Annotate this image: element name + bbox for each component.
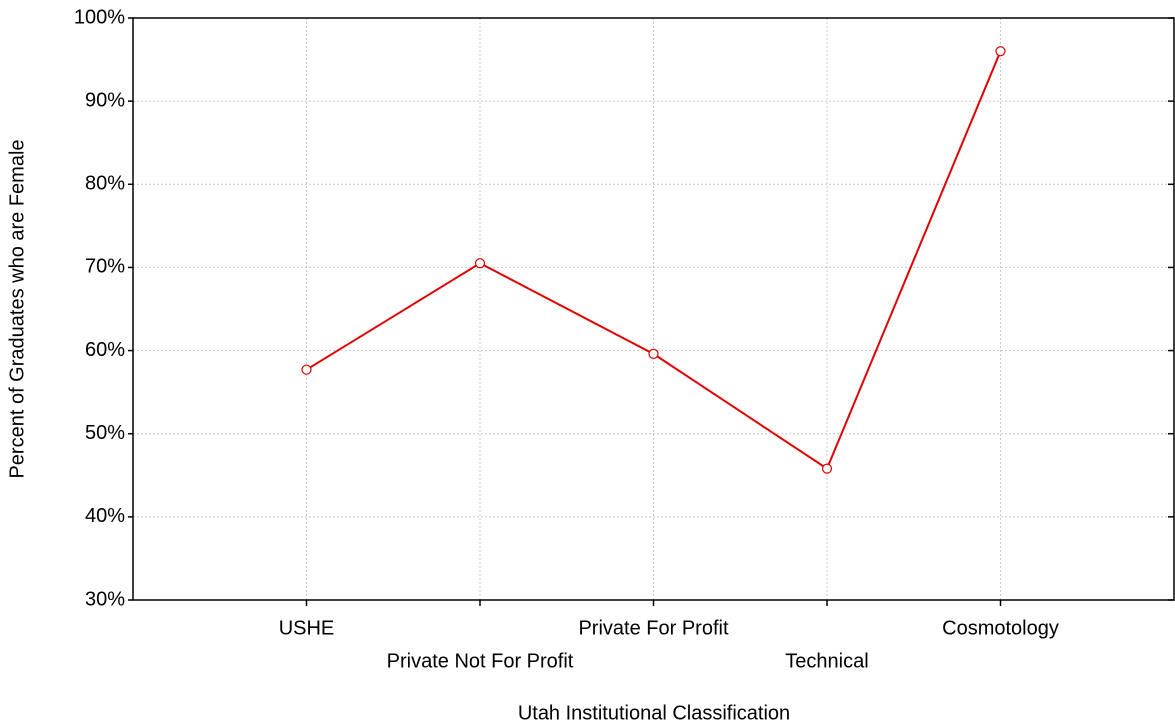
y-tick-label: 90% xyxy=(85,89,125,111)
x-tick-label: USHE xyxy=(279,617,335,639)
y-tick-label: 70% xyxy=(85,256,125,278)
plot-frame xyxy=(132,17,1175,601)
y-tick-label: 30% xyxy=(85,588,125,610)
marker xyxy=(648,348,659,359)
y-tick-label: 40% xyxy=(85,505,125,527)
y-tick-label: 60% xyxy=(85,339,125,361)
marker xyxy=(301,364,312,375)
marker xyxy=(821,463,833,474)
y-tick-label: 100% xyxy=(74,6,125,28)
y-tick-label: 80% xyxy=(85,173,125,195)
x-tick-label: Technical xyxy=(785,650,868,672)
x-tick-label: Private Not For Profit xyxy=(387,650,574,672)
x-axis-title: Utah Institutional Classification xyxy=(518,702,790,724)
x-tick-label: Private For Profit xyxy=(578,617,728,639)
marker xyxy=(474,258,486,269)
marker xyxy=(995,46,1006,57)
y-tick-label: 50% xyxy=(85,422,125,444)
y-axis-title: Percent of Graduates who are Female xyxy=(6,139,28,478)
x-tick-label: Cosmotology xyxy=(942,617,1059,639)
